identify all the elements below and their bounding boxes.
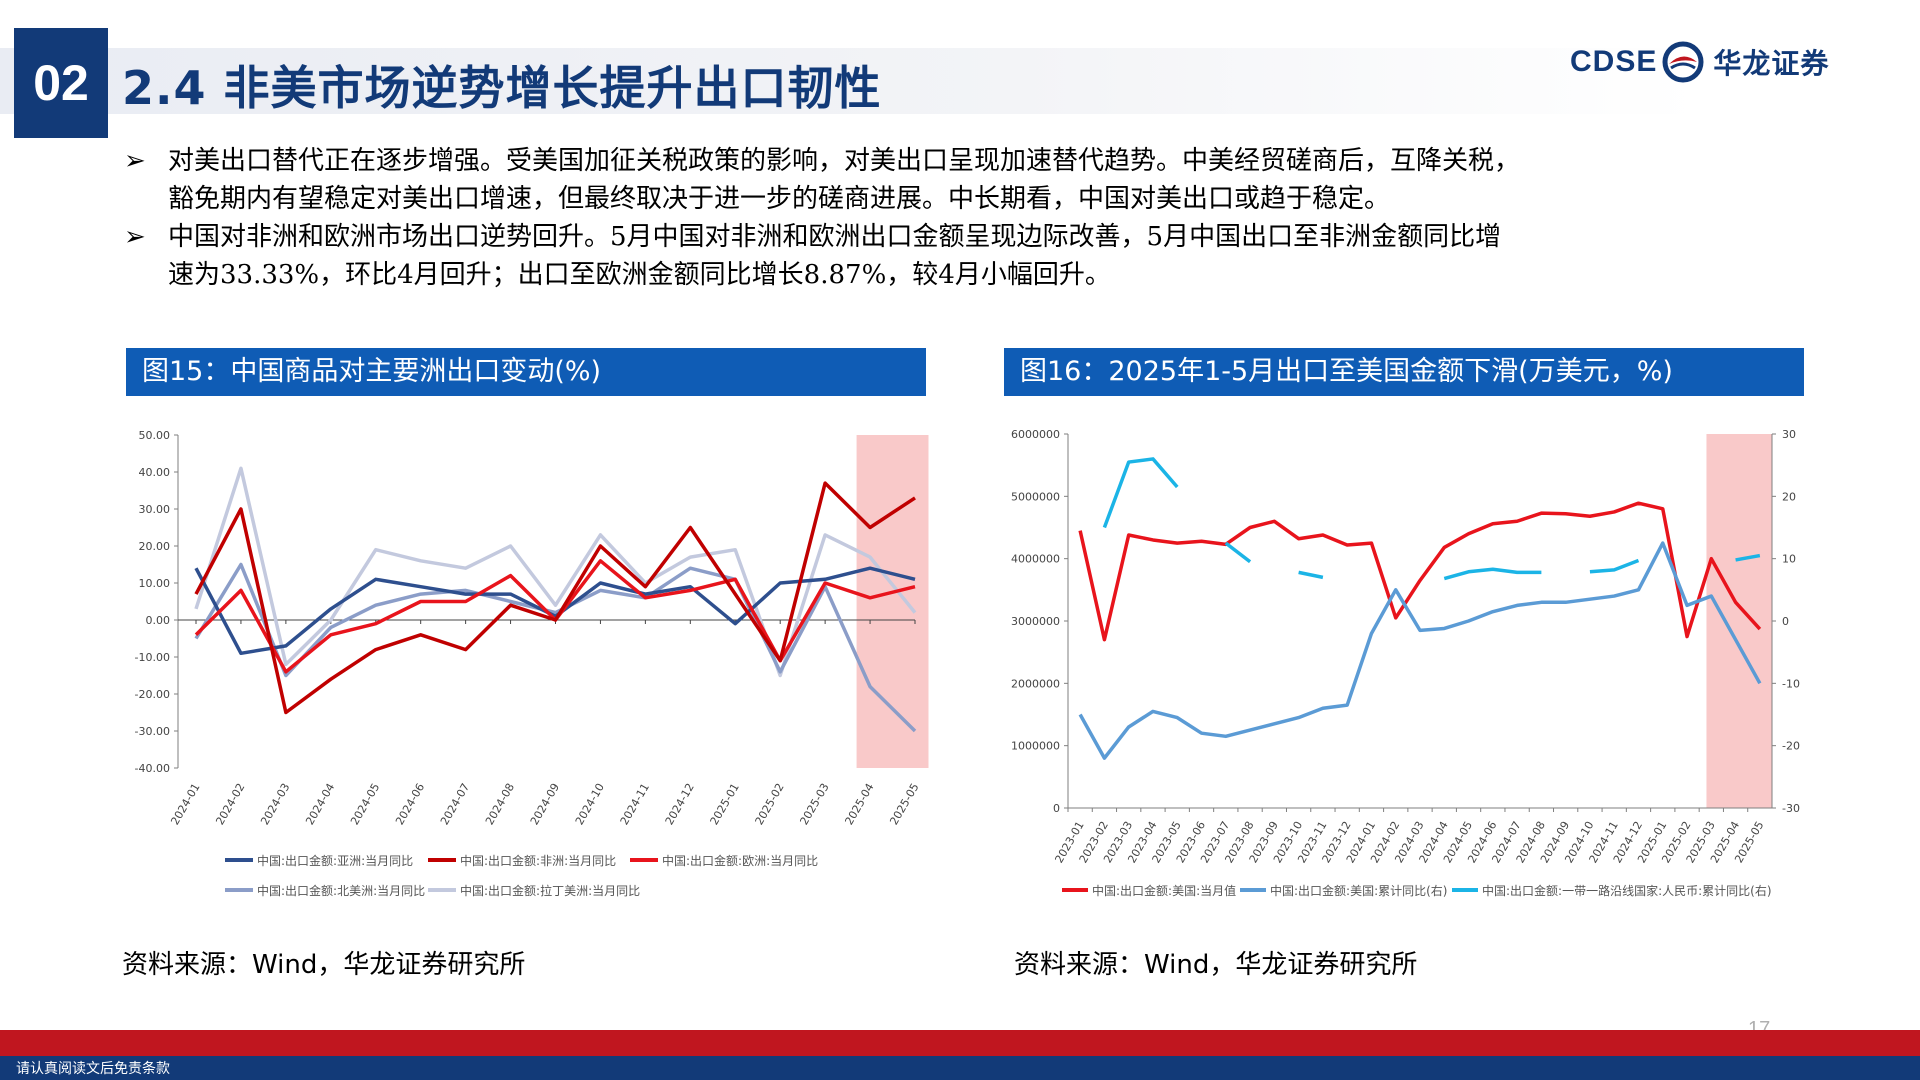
figure-16-title: 图16：2025年1-5月出口至美国金额下滑(万美元，%) xyxy=(1004,348,1804,396)
series-line xyxy=(1078,501,1762,642)
x-tick-label: 2024-12 xyxy=(663,781,697,827)
x-tick-label: 2024-08 xyxy=(483,781,517,827)
series-line xyxy=(194,466,917,678)
y-left-tick-label: 5000000 xyxy=(1011,490,1060,503)
legend-label: 中国:出口金额:拉丁美洲:当月同比 xyxy=(460,883,640,898)
legend-label: 中国:出口金额:北美洲:当月同比 xyxy=(257,883,425,898)
y-left-tick-label: 3000000 xyxy=(1011,615,1060,628)
x-tick-label: 2025-04 xyxy=(842,781,876,827)
bullet-line: 中国对非洲和欧洲市场出口逆势回升。5月中国对非洲和欧洲出口金额呈现边际改善，5月… xyxy=(168,222,1502,252)
y-tick-label: -30.00 xyxy=(135,725,170,738)
x-tick-label: 2025-02 xyxy=(753,781,787,827)
bullet-line: 速为33.33%，环比4月回升；出口至欧洲金额同比增长8.87%，较4月小幅回升… xyxy=(168,260,1111,290)
y-right-tick-label: 20 xyxy=(1782,490,1796,503)
y-right-tick-label: -30 xyxy=(1782,802,1800,815)
series-line xyxy=(1298,570,1324,580)
series-line xyxy=(1589,558,1640,574)
series-line xyxy=(1078,541,1762,760)
header-band xyxy=(0,48,1700,114)
series-line xyxy=(1102,457,1179,529)
x-tick-label: 2024-02 xyxy=(213,781,247,827)
y-right-tick-label: 0 xyxy=(1782,615,1789,628)
x-tick-label: 2024-06 xyxy=(393,781,427,827)
figure-15-title: 图15：中国商品对主要洲出口变动(%) xyxy=(126,348,926,396)
logo: CDSE 华龙证券 xyxy=(1570,38,1829,86)
x-tick-label: 2024-01 xyxy=(168,781,202,827)
legend-label: 中国:出口金额:美国:累计同比(右) xyxy=(1270,883,1448,898)
highlight-band xyxy=(1706,434,1772,808)
x-tick-label: 2025-03 xyxy=(797,781,831,827)
x-tick-label: 2025-01 xyxy=(708,781,742,827)
legend-label: 中国:出口金额:亚洲:当月同比 xyxy=(257,853,413,868)
logo-chinese: 华龙证券 xyxy=(1713,47,1830,80)
legend-label: 中国:出口金额:非洲:当月同比 xyxy=(460,853,616,868)
footer-disclaimer: 请认真阅读文后免责条款 xyxy=(16,1061,170,1077)
x-tick-label: 2024-03 xyxy=(258,781,292,827)
y-tick-label: 20.00 xyxy=(139,540,171,553)
y-left-tick-label: 1000000 xyxy=(1011,740,1060,753)
y-left-tick-label: 6000000 xyxy=(1011,428,1060,441)
y-left-tick-label: 2000000 xyxy=(1011,677,1060,690)
x-tick-label: 2024-04 xyxy=(303,781,337,827)
series-line xyxy=(194,566,916,656)
y-right-tick-label: 30 xyxy=(1782,428,1796,441)
bullet-item: ➢ 对美出口替代正在逐步增强。受美国加征关税政策的影响，对美出口呈现加速替代趋势… xyxy=(124,142,1824,218)
x-tick-label: 2025-05 xyxy=(887,781,921,827)
series-line xyxy=(194,562,917,733)
bullet-line: 豁免期内有望稳定对美出口增速，但最终取决于进一步的磋商进展。中长期看，中国对美出… xyxy=(168,184,1391,214)
figure-16-source: 资料来源：Wind，华龙证券研究所 xyxy=(1014,950,1418,980)
series-line xyxy=(1735,553,1761,562)
legend-label: 中国:出口金额:欧洲:当月同比 xyxy=(662,853,818,868)
highlight-band xyxy=(856,435,929,768)
logo-emblem-icon xyxy=(1662,41,1704,83)
bullet-arrow-icon: ➢ xyxy=(124,146,146,176)
chart-15: 50.00 40.00 30.00 20.00 10.00 0.00 -10.00 -20.0… xyxy=(135,429,929,898)
y-right-tick-label: -20 xyxy=(1782,740,1800,753)
y-right-tick-label: -10 xyxy=(1782,677,1800,690)
bullet-arrow-icon: ➢ xyxy=(124,222,146,252)
y-tick-label: -10.00 xyxy=(135,651,170,664)
x-tick-label: 2024-07 xyxy=(438,781,472,827)
y-right-tick-label: 10 xyxy=(1782,553,1796,566)
y-tick-label: 40.00 xyxy=(139,466,171,479)
series-line xyxy=(1224,541,1252,564)
y-tick-label: -40.00 xyxy=(135,762,170,775)
legend-label: 中国:出口金额:美国:当月值 xyxy=(1092,883,1236,898)
y-tick-label: -20.00 xyxy=(135,688,170,701)
page-title: 2.4 非美市场逆势增长提升出口韧性 xyxy=(122,61,882,115)
x-tick-label: 2024-05 xyxy=(348,781,382,827)
x-tick-label: 2024-11 xyxy=(618,781,652,827)
x-tick-label: 2024-09 xyxy=(528,781,562,827)
bullet-list: ➢ 对美出口替代正在逐步增强。受美国加征关税政策的影响，对美出口呈现加速替代趋势… xyxy=(124,142,1824,294)
chart-16: 6000000 5000000 4000000 3000000 2000000 10000… xyxy=(1011,428,1800,898)
logo-text: CDSE xyxy=(1570,45,1658,78)
footer-blue-bar xyxy=(0,1056,1920,1080)
bullet-item: ➢ 中国对非洲和欧洲市场出口逆势回升。5月中国对非洲和欧洲出口金额呈现边际改善，… xyxy=(124,218,1824,294)
y-tick-label: 50.00 xyxy=(139,429,171,442)
figure-15-source: 资料来源：Wind，华龙证券研究所 xyxy=(122,950,526,980)
legend-label: 中国:出口金额:一带一路沿线国家:人民币:累计同比(右) xyxy=(1482,883,1772,898)
series-line xyxy=(194,481,916,715)
bullet-line: 对美出口替代正在逐步增强。受美国加征关税政策的影响，对美出口呈现加速替代趋势。中… xyxy=(168,146,1521,176)
y-tick-label: 0.00 xyxy=(146,614,171,627)
y-left-tick-label: 4000000 xyxy=(1011,553,1060,566)
footer-red-bar xyxy=(0,1030,1920,1056)
y-tick-label: 10.00 xyxy=(139,577,171,590)
section-number: 02 xyxy=(14,28,108,138)
x-tick-label: 2024-10 xyxy=(573,781,607,827)
series-line xyxy=(1443,567,1542,581)
y-left-tick-label: 0 xyxy=(1053,802,1060,815)
y-tick-label: 30.00 xyxy=(139,503,171,516)
